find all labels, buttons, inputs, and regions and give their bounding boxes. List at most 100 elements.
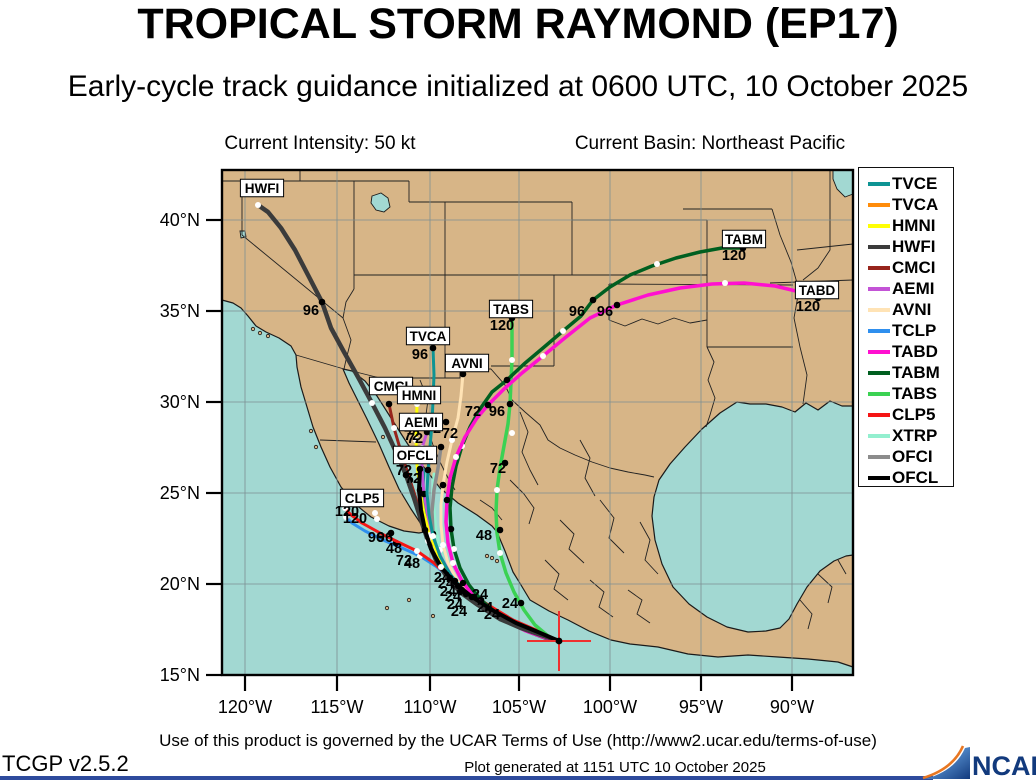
track-dot-TABD [722,280,728,286]
state-border [799,599,813,630]
model-label-TVCA: TVCA [410,329,447,344]
legend-label-HWFI: HWFI [892,237,936,256]
island [308,428,314,434]
state-border [559,519,585,564]
island [250,326,256,332]
ncar-logo-svg: NCAR [922,745,1036,780]
x-tick-label: 115°W [311,697,364,717]
time-label-24: 24 [447,597,463,613]
legend-swatch-HWFI [868,244,890,249]
ncar-logo-sail [925,747,970,779]
legend-item-CMCI: CMCI [859,257,953,278]
track-dot-TABM [654,261,660,267]
legend-item-TABS: TABS [859,383,953,404]
track-dot-TVCA [429,344,437,352]
island [494,558,500,564]
model-label-AVNI: AVNI [451,356,482,371]
time-label-120: 120 [343,511,367,527]
legend-item-AEMI: AEMI [859,278,953,299]
track-dot-TABS [496,526,504,534]
track-dot-TABS [517,599,525,607]
ncar-logo-text: NCAR [972,751,1036,780]
time-label-72: 72 [405,471,421,487]
model-label-HMNI: HMNI [402,388,437,403]
legend-swatch-CMCI [868,265,890,270]
island [380,434,386,440]
time-label-96: 96 [597,304,613,320]
track-dot-OFCI [437,443,445,451]
track-dot-TABD [540,353,546,359]
model-label-box-AEMI [398,412,444,432]
state-border [771,208,808,405]
track-dot-AVNI [442,418,450,426]
track-dot-CMCI [385,400,393,408]
track-dot-TCLP [343,514,349,520]
model-label-box-TABM [721,229,767,249]
island [406,597,412,603]
model-label-box-CLP5 [339,488,385,508]
island [384,605,390,611]
track-dot-CLP5 [414,548,420,554]
legend-swatch-TVCA [868,202,890,207]
track-dot-TABS [509,430,515,436]
model-label-AEMI: AEMI [404,415,438,430]
cluster-dot [462,590,470,598]
current-basin: Current Basin: Northeast Pacific [574,133,846,154]
x-tick-label: 100°W [583,697,637,717]
legend-item-TVCA: TVCA [859,194,953,215]
model-label-box-HWFI [239,178,285,198]
time-label-48: 48 [476,528,492,544]
legend-swatch-OFCI [868,454,890,459]
time-label-96: 96 [412,347,428,363]
legend-item-HMNI: HMNI [859,215,953,236]
legend-label-HMNI: HMNI [892,216,936,235]
track-dot-AVNI [440,542,446,548]
track-dot-CLP5 [387,529,395,537]
plot-generated-text: Plot generated at 1151 UTC 10 October 20… [464,759,766,776]
track-dot-TABM [451,546,457,552]
legend-swatch-TABM [868,370,890,375]
track-dot-HWFI [402,471,410,479]
island [313,444,319,450]
track-dot-TABD [450,560,456,566]
legend-label-TVCE: TVCE [892,174,938,193]
state-border [579,439,596,497]
legend-label-AEMI: AEMI [892,279,935,298]
legend-label-TABD: TABD [892,342,938,361]
island [489,555,495,561]
legend-label-XTRP: XTRP [892,426,938,445]
track-dot-TABM [447,525,455,533]
y-tick-label: 35°N [160,301,200,321]
track-dot-TABM [589,296,597,304]
storm-position-dot [555,637,563,645]
track-dot-TABD [484,401,492,409]
track-dot-CLP5 [372,510,378,516]
model-label-box-TABS [488,299,534,319]
legend-label-AVNI: AVNI [892,300,932,319]
legend-label-OFCI: OFCI [892,447,933,466]
legend-swatch-AEMI [868,286,890,291]
x-tick-label: 105°W [492,697,546,717]
legend-item-AVNI: AVNI [859,299,953,320]
track-dot-HMNI [413,437,419,443]
legend-swatch-TVCE [868,181,890,186]
x-tick-label: 90°W [770,697,814,717]
cluster-dot [451,577,459,585]
time-label-96: 96 [569,304,585,320]
model-label-box-AVNI [444,353,490,373]
time-label-24: 24 [451,604,467,620]
track-dot-OFCL [468,593,476,601]
legend-label-TABS: TABS [892,384,938,403]
time-label-24: 24 [445,589,461,605]
state-border [319,439,377,443]
state-border [817,573,833,604]
legend-swatch-TABD [868,349,890,354]
map-frame [220,168,855,677]
time-label-72: 72 [404,428,420,444]
legend-label-CMCI: CMCI [892,258,936,277]
island [484,553,490,559]
track-dot-TABS [497,550,503,556]
time-label-48: 48 [404,556,420,572]
x-tick-label: 120°W [218,697,272,717]
